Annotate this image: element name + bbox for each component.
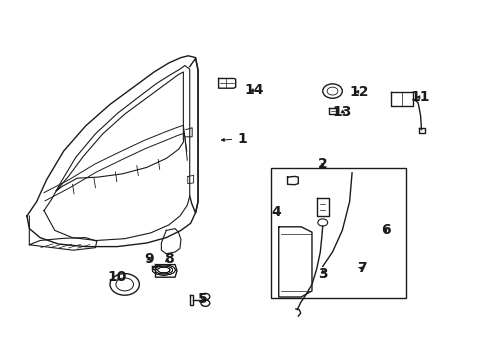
- Text: 5: 5: [198, 292, 207, 306]
- Text: 3: 3: [317, 267, 327, 280]
- Text: 13: 13: [332, 105, 351, 118]
- Text: 9: 9: [144, 252, 154, 266]
- Bar: [271, 168, 405, 298]
- Text: 7: 7: [356, 261, 366, 275]
- Text: 2: 2: [317, 157, 327, 171]
- Text: 4: 4: [271, 206, 281, 219]
- Text: 8: 8: [163, 252, 173, 266]
- Text: 6: 6: [381, 224, 390, 237]
- Text: 14: 14: [244, 83, 264, 97]
- Text: 1: 1: [221, 132, 246, 145]
- Text: 10: 10: [107, 270, 127, 284]
- Text: 11: 11: [410, 90, 429, 104]
- Text: 12: 12: [349, 85, 368, 99]
